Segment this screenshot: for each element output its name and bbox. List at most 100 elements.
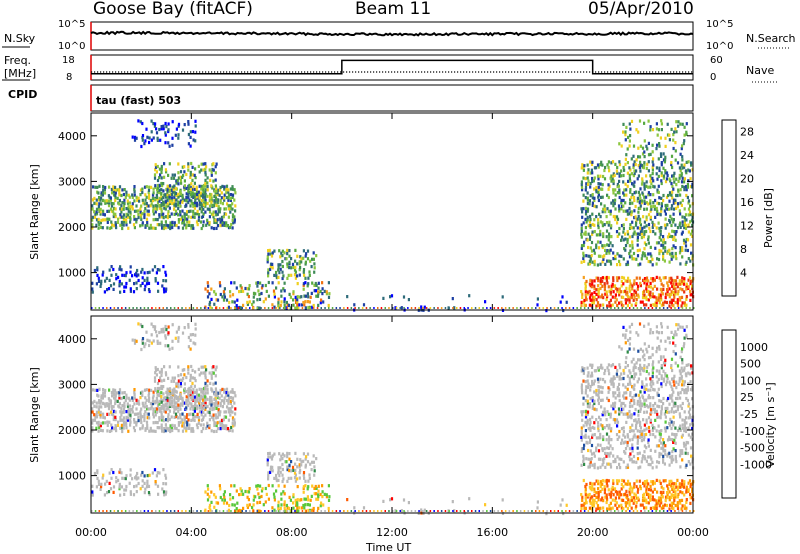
velocity-cell [645, 459, 648, 463]
power-cell [226, 224, 230, 228]
power-cell [596, 163, 600, 167]
velocity-cell [632, 429, 635, 433]
velocity-cell [131, 410, 134, 414]
power-cell [205, 165, 208, 169]
velocity-cell [148, 396, 151, 400]
power-cell [208, 207, 211, 211]
velocity-cell [120, 410, 123, 414]
power-cell [192, 138, 195, 142]
velocity-cell [137, 412, 140, 416]
power-cell [108, 201, 111, 205]
power-cell [170, 212, 173, 216]
velocity-cell [657, 377, 660, 381]
power-cell [193, 201, 197, 205]
power-cell [195, 204, 199, 208]
power-cell [635, 293, 638, 297]
velocity-cell [127, 396, 130, 400]
velocity-cell [187, 398, 190, 402]
power-cell [187, 200, 190, 205]
power-cell [683, 221, 686, 225]
power-cell [531, 307, 533, 309]
power-cell [218, 188, 222, 192]
power-cell [141, 223, 144, 227]
power-cell [596, 301, 600, 305]
velocity-cell [164, 410, 167, 414]
power-cell [637, 190, 640, 194]
power-cell [601, 284, 604, 288]
power-cell [215, 162, 218, 166]
power-cell [146, 276, 149, 280]
velocity-cell [97, 408, 100, 412]
power-cell [626, 230, 629, 234]
velocity-cell [198, 406, 201, 410]
velocity-cell [601, 447, 604, 451]
power-cell [638, 232, 641, 236]
power-cell [114, 207, 117, 211]
velocity-cell [189, 333, 192, 337]
velocity-cell [674, 401, 677, 405]
power-cell [181, 209, 184, 213]
velocity-cell [216, 501, 220, 505]
velocity-cell [133, 485, 136, 489]
power-cell [146, 135, 149, 139]
power-cell [107, 199, 110, 203]
velocity-cell [584, 490, 587, 494]
velocity-cell [610, 382, 613, 386]
velocity-cell [164, 344, 167, 348]
power-cell [255, 281, 258, 285]
velocity-cell [629, 382, 632, 386]
power-cell [683, 218, 686, 222]
power-cell [601, 244, 604, 248]
velocity-cell [691, 432, 694, 436]
power-cell [620, 169, 623, 173]
velocity-cell [200, 406, 203, 410]
velocity-cell [674, 361, 677, 365]
noise-left-label: N.Sky [4, 32, 36, 45]
power-cell [639, 160, 642, 164]
power-cell [659, 213, 662, 217]
power-cell [657, 221, 660, 225]
power-cell [306, 292, 309, 296]
velocity-cell [618, 366, 622, 370]
power-cell [678, 279, 681, 283]
power-cell [601, 293, 604, 297]
velocity-cell [685, 335, 688, 339]
velocity-cell [279, 470, 282, 474]
power-cell [561, 307, 563, 309]
velocity-cell [266, 460, 269, 464]
velocity-cell [652, 360, 655, 364]
power-cell [195, 185, 198, 189]
power-cell [673, 292, 676, 296]
velocity-cell [179, 393, 182, 397]
velocity-cell [215, 392, 218, 396]
power-cell [100, 218, 103, 222]
power-cell [208, 168, 211, 172]
power-cell [300, 257, 303, 261]
power-cell [283, 297, 286, 301]
velocity-cell [308, 476, 311, 480]
power-cell [651, 257, 654, 261]
velocity-cell [214, 368, 217, 372]
velocity-cell [286, 468, 289, 472]
velocity-cell [681, 387, 684, 392]
velocity-cell [126, 404, 130, 408]
power-cell [646, 289, 649, 293]
velocity-cell [265, 492, 268, 496]
power-cell [112, 214, 115, 219]
velocity-cell [599, 385, 602, 389]
cpid-row: CPID tau (fast) 503 [8, 84, 694, 112]
velocity-cell [645, 387, 648, 391]
velocity-cell [278, 452, 281, 456]
velocity-cell [637, 435, 640, 439]
power-cell [675, 230, 678, 234]
power-cell [677, 190, 680, 194]
power-cell [144, 206, 147, 211]
velocity-cell [582, 396, 585, 400]
power-cell [213, 290, 216, 294]
power-cell [180, 181, 183, 185]
power-cell [244, 286, 247, 291]
power-cell [112, 282, 116, 286]
velocity-cell [612, 394, 615, 398]
power-cell [647, 222, 651, 227]
velocity-cell [108, 420, 111, 424]
